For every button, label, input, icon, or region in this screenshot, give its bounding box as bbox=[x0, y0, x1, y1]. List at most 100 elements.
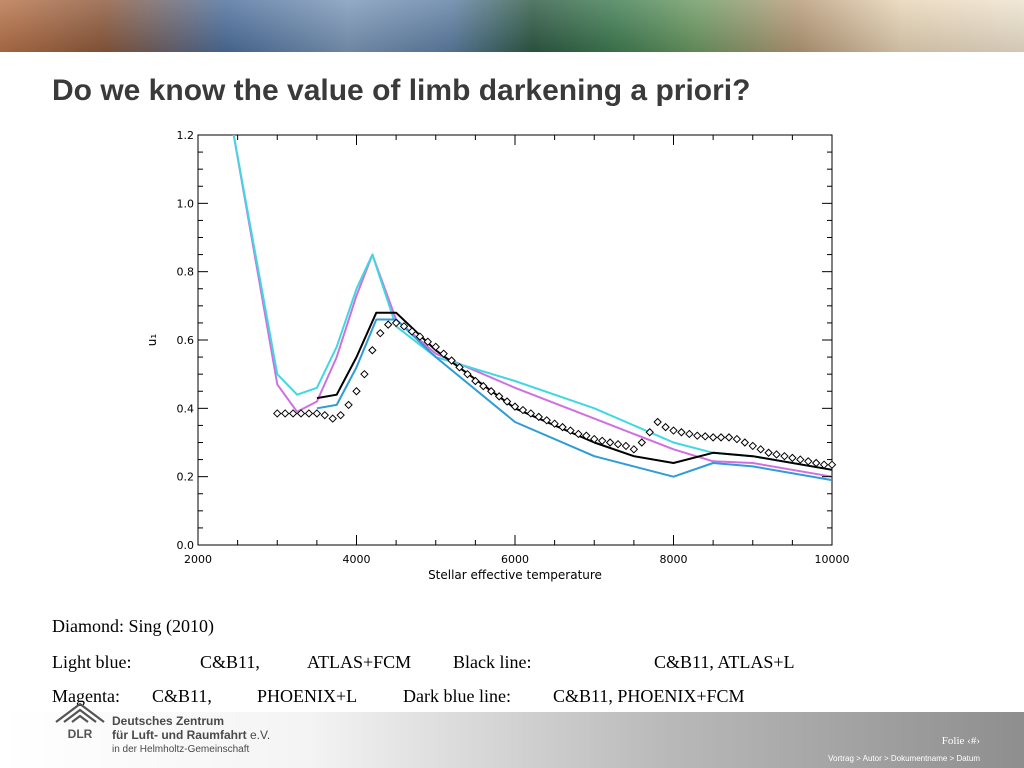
diamond-marker bbox=[796, 455, 805, 464]
diamond-marker bbox=[582, 431, 591, 440]
y-tick-label: 0.2 bbox=[177, 471, 195, 484]
diamond-marker bbox=[383, 320, 393, 329]
diamond-marker bbox=[304, 409, 314, 418]
diamond-marker bbox=[487, 387, 496, 396]
caption-black-label: Black line: bbox=[453, 652, 532, 672]
diamond-marker bbox=[661, 422, 670, 432]
org-name-line3: in der Helmholtz-Gemeinschaft bbox=[112, 744, 250, 755]
diamond-marker bbox=[693, 431, 702, 440]
caption-magenta-label: Magenta: bbox=[52, 686, 120, 706]
diamond-marker bbox=[423, 337, 433, 346]
diamond-marker bbox=[273, 409, 282, 418]
caption-dark-blue-label: Dark blue line: bbox=[403, 686, 511, 706]
y-tick-label: 0.0 bbox=[177, 539, 195, 552]
diamond-marker bbox=[407, 327, 417, 336]
diamond-marker bbox=[352, 387, 361, 396]
dlr-logo-text: DLR bbox=[68, 727, 93, 741]
diamond-marker bbox=[415, 332, 425, 341]
diamond-marker bbox=[558, 422, 567, 432]
diamond-marker bbox=[788, 453, 797, 463]
x-tick-label: 4000 bbox=[343, 553, 371, 566]
x-tick-label: 10000 bbox=[815, 553, 850, 566]
diamond-marker bbox=[288, 409, 298, 418]
x-tick-label: 8000 bbox=[660, 553, 688, 566]
x-axis-label: Stellar effective temperature bbox=[428, 568, 602, 582]
y-tick-label: 0.4 bbox=[177, 402, 195, 415]
diamond-marker bbox=[804, 457, 813, 466]
org-name-line2-text: für Luft- und Raumfahrt bbox=[112, 728, 247, 742]
page-number: Folie ‹#› bbox=[941, 735, 980, 747]
diamond-marker bbox=[605, 438, 615, 447]
diamond-marker bbox=[621, 441, 631, 451]
diamond-marker bbox=[471, 376, 480, 386]
series-magenta-line bbox=[232, 134, 833, 478]
caption-black-model: C&B11, ATLAS+L bbox=[654, 652, 795, 672]
diamond-marker bbox=[645, 428, 654, 437]
diamond-marker bbox=[708, 433, 718, 442]
diamond-marker bbox=[534, 412, 543, 422]
diamond-marker bbox=[811, 458, 821, 468]
caption-diamond: Diamond: Sing (2010) bbox=[52, 616, 214, 636]
y-tick-label: 1.0 bbox=[177, 197, 195, 210]
diamond-marker bbox=[772, 450, 781, 459]
diamond-marker bbox=[360, 369, 369, 379]
org-name-line1: Deutsches Zentrum bbox=[112, 714, 225, 728]
axes-layer: 2000 4000 6000 8000 10000 0.0 0.2 0.4 0.6 0.8 1.0 1… bbox=[177, 129, 850, 566]
diamond-marker bbox=[280, 409, 290, 418]
diamond-marker bbox=[780, 451, 789, 461]
footer-breadcrumb: Vortrag > Autor > Dokumentname > Datum bbox=[828, 754, 980, 763]
diamond-marker bbox=[296, 409, 306, 418]
diamond-marker bbox=[439, 349, 448, 358]
caption-magenta-code: PHOENIX+L bbox=[257, 686, 358, 706]
y-axis-label: u₁ bbox=[145, 334, 159, 347]
org-name-suffix: e.V. bbox=[250, 728, 271, 742]
diamond-marker bbox=[376, 328, 385, 338]
x-tick-label: 2000 bbox=[184, 553, 212, 566]
diamond-marker bbox=[542, 416, 551, 425]
diamond-marker bbox=[732, 434, 742, 444]
diamond-marker bbox=[502, 397, 512, 406]
diamond-marker bbox=[431, 342, 440, 352]
caption-light-blue-code: ATLAS+FCM bbox=[307, 652, 412, 672]
slide-title: Do we know the value of limb darkening a… bbox=[52, 74, 751, 107]
diamond-marker bbox=[574, 429, 583, 439]
diamond-marker bbox=[399, 322, 409, 331]
dlr-logo-icon: DLR bbox=[55, 702, 105, 741]
diamond-marker bbox=[368, 346, 377, 355]
diamond-marker bbox=[685, 429, 694, 439]
diamond-marker bbox=[590, 434, 599, 444]
caption-dark-blue-model: C&B11, PHOENIX+FCM bbox=[553, 686, 745, 706]
diamond-marker bbox=[637, 438, 647, 447]
y-tick-label: 1.2 bbox=[177, 129, 195, 142]
diamond-marker bbox=[740, 438, 750, 447]
limb-darkening-chart: 2000 4000 6000 8000 10000 0.0 0.2 0.4 0.6 0.8 1.0 1… bbox=[145, 129, 850, 582]
diamond-marker bbox=[748, 441, 757, 451]
diamond-marker bbox=[328, 414, 337, 423]
series-light-blue-line bbox=[232, 134, 833, 471]
diamond-marker bbox=[629, 445, 639, 454]
series-layer bbox=[232, 134, 837, 482]
diamond-marker bbox=[764, 448, 773, 457]
header-banner bbox=[0, 0, 1024, 52]
diamond-marker bbox=[613, 440, 623, 449]
diamond-marker bbox=[320, 410, 330, 420]
diamond-marker bbox=[724, 433, 734, 442]
diamond-marker bbox=[597, 436, 607, 445]
diamond-marker bbox=[479, 381, 488, 391]
diamond-marker bbox=[819, 460, 829, 469]
diamond-marker bbox=[653, 417, 662, 427]
diamond-marker bbox=[455, 363, 464, 372]
caption-magenta-model: C&B11, bbox=[152, 686, 212, 706]
diamond-marker bbox=[336, 410, 345, 420]
plot-frame bbox=[197, 134, 833, 546]
org-name-line2: für Luft- und Raumfahrt e.V. bbox=[112, 728, 270, 742]
x-tick-label: 6000 bbox=[501, 553, 529, 566]
diamond-marker bbox=[827, 460, 837, 469]
diamond-marker bbox=[447, 356, 456, 365]
diamond-marker bbox=[494, 392, 504, 401]
diamond-marker bbox=[756, 445, 765, 454]
diamond-marker bbox=[669, 426, 678, 435]
caption-light-blue-label: Light blue: bbox=[52, 652, 132, 672]
diamond-marker bbox=[518, 405, 528, 415]
diamond-marker bbox=[510, 402, 520, 411]
